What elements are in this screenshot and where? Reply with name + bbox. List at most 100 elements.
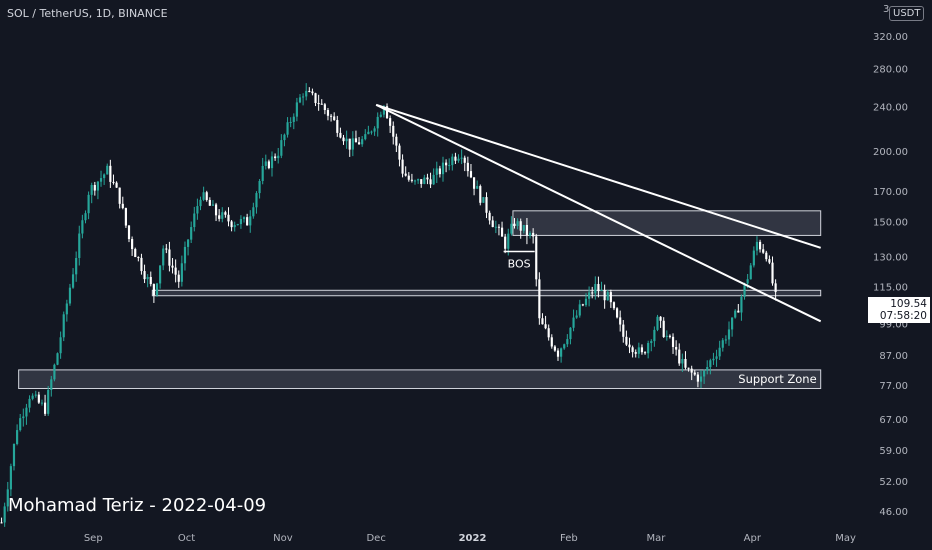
candle-body-212 <box>659 316 662 321</box>
candle-body-60 <box>186 239 190 247</box>
candle-body-139 <box>432 174 435 185</box>
candle-body-62 <box>193 213 196 228</box>
candle-body-140 <box>435 168 438 175</box>
candle-body-141 <box>438 168 441 175</box>
candle-body-42 <box>131 239 134 250</box>
currency-button[interactable]: USDT <box>889 6 925 21</box>
candle-body-132 <box>410 179 413 181</box>
candle-body-231 <box>718 347 721 357</box>
candle-body-83 <box>258 180 261 194</box>
candle-body-15 <box>47 389 50 414</box>
candle-body-128 <box>398 145 401 160</box>
trendline-1 <box>375 103 822 249</box>
candle-body-225 <box>699 376 703 382</box>
candle-body-22 <box>68 287 72 304</box>
candle-body-195 <box>606 292 609 301</box>
candle-body-33 <box>103 174 106 179</box>
x-tick-label: May <box>835 533 856 544</box>
candle-body-49 <box>152 284 155 296</box>
candle-body-64 <box>199 199 202 207</box>
candles-layer <box>0 83 777 527</box>
y-tick-label: 52.00 <box>879 477 908 488</box>
y-tick-label: 77.00 <box>879 381 908 392</box>
candle-body-165 <box>513 223 516 227</box>
candle-body-23 <box>71 274 75 288</box>
candle-body-89 <box>277 155 280 159</box>
candle-body-206 <box>640 347 644 353</box>
candle-body-242 <box>752 250 755 266</box>
countdown-timer: 07:58:20 <box>879 310 927 322</box>
candle-body-40 <box>124 208 127 226</box>
y-tick-label: 240.00 <box>873 102 908 113</box>
x-axis[interactable]: Sep Oct Nov Dec 2022 Feb Mar Apr May <box>84 533 856 544</box>
candle-body-223 <box>693 372 696 375</box>
candle-body-158 <box>491 220 494 228</box>
candle-body-112 <box>348 138 351 150</box>
y-tick-label: 99.00 <box>879 319 908 330</box>
candle-body-184 <box>572 317 575 328</box>
candle-body-102 <box>317 103 320 105</box>
candle-body-162 <box>504 236 507 249</box>
candle-body-81 <box>252 207 255 217</box>
y-tick-label: 115.00 <box>873 283 908 294</box>
current-price-label: 109.54 07:58:20 <box>868 297 930 323</box>
x-tick-label: Sep <box>84 533 103 544</box>
candle-body-224 <box>696 374 699 382</box>
candle-body-36 <box>112 181 115 183</box>
zone-box-3 <box>18 369 822 390</box>
y-tick-label: 46.00 <box>879 507 908 518</box>
candle-body-100 <box>311 91 314 94</box>
x-tick-label: Apr <box>744 533 762 544</box>
candle-body-204 <box>634 352 637 354</box>
candle-body-52 <box>162 248 165 266</box>
candle-body-106 <box>329 115 333 117</box>
candle-body-180 <box>560 348 563 357</box>
candle-body-50 <box>155 283 159 296</box>
candle-body-163 <box>507 233 510 249</box>
candle-body-16 <box>50 379 53 390</box>
candle-body-38 <box>118 187 121 204</box>
candle-body-13 <box>40 402 44 404</box>
candle-body-207 <box>643 352 647 354</box>
candle-body-21 <box>65 303 68 315</box>
candle-body-7 <box>22 416 25 419</box>
candle-body-75 <box>233 225 236 228</box>
zones-layer <box>18 210 822 390</box>
candle-body-149 <box>463 157 466 163</box>
candle-body-53 <box>165 248 168 250</box>
candle-body-146 <box>454 156 457 161</box>
candle-body-11 <box>34 394 37 396</box>
candle-body-203 <box>631 347 634 353</box>
candle-body-199 <box>619 317 622 325</box>
candle-body-166 <box>516 221 519 227</box>
candle-body-218 <box>678 349 681 364</box>
candle-body-126 <box>392 125 395 137</box>
candle-body-187 <box>581 304 584 306</box>
y-tick-label: 130.00 <box>873 253 908 264</box>
candle-body-123 <box>382 106 386 115</box>
y-axis[interactable]: 320.00 280.00 240.00 200.00 170.00 150.00 130.… <box>873 32 908 518</box>
candle-body-90 <box>280 140 283 156</box>
candle-body-12 <box>37 394 40 403</box>
candle-body-87 <box>270 156 274 169</box>
symbol-header[interactable]: SOL / TetherUS, 1D, BINANCE <box>7 7 168 20</box>
candle-body-210 <box>653 329 656 342</box>
candle-body-115 <box>357 142 361 145</box>
candle-body-94 <box>292 116 295 122</box>
candle-body-175 <box>544 324 547 329</box>
candle-body-124 <box>385 106 389 119</box>
candle-body-72 <box>224 212 227 215</box>
candle-body-214 <box>665 335 668 337</box>
candle-body-9 <box>28 398 31 408</box>
candle-body-217 <box>675 346 678 350</box>
candle-body-27 <box>84 213 87 221</box>
candle-body-103 <box>320 103 323 105</box>
candle-body-118 <box>367 131 370 135</box>
candle-body-198 <box>615 308 619 318</box>
candle-body-30 <box>93 184 96 191</box>
candle-body-243 <box>755 241 759 251</box>
candle-body-155 <box>482 197 485 203</box>
y-tick-label: 320.00 <box>873 32 908 43</box>
candle-body-227 <box>706 367 709 371</box>
